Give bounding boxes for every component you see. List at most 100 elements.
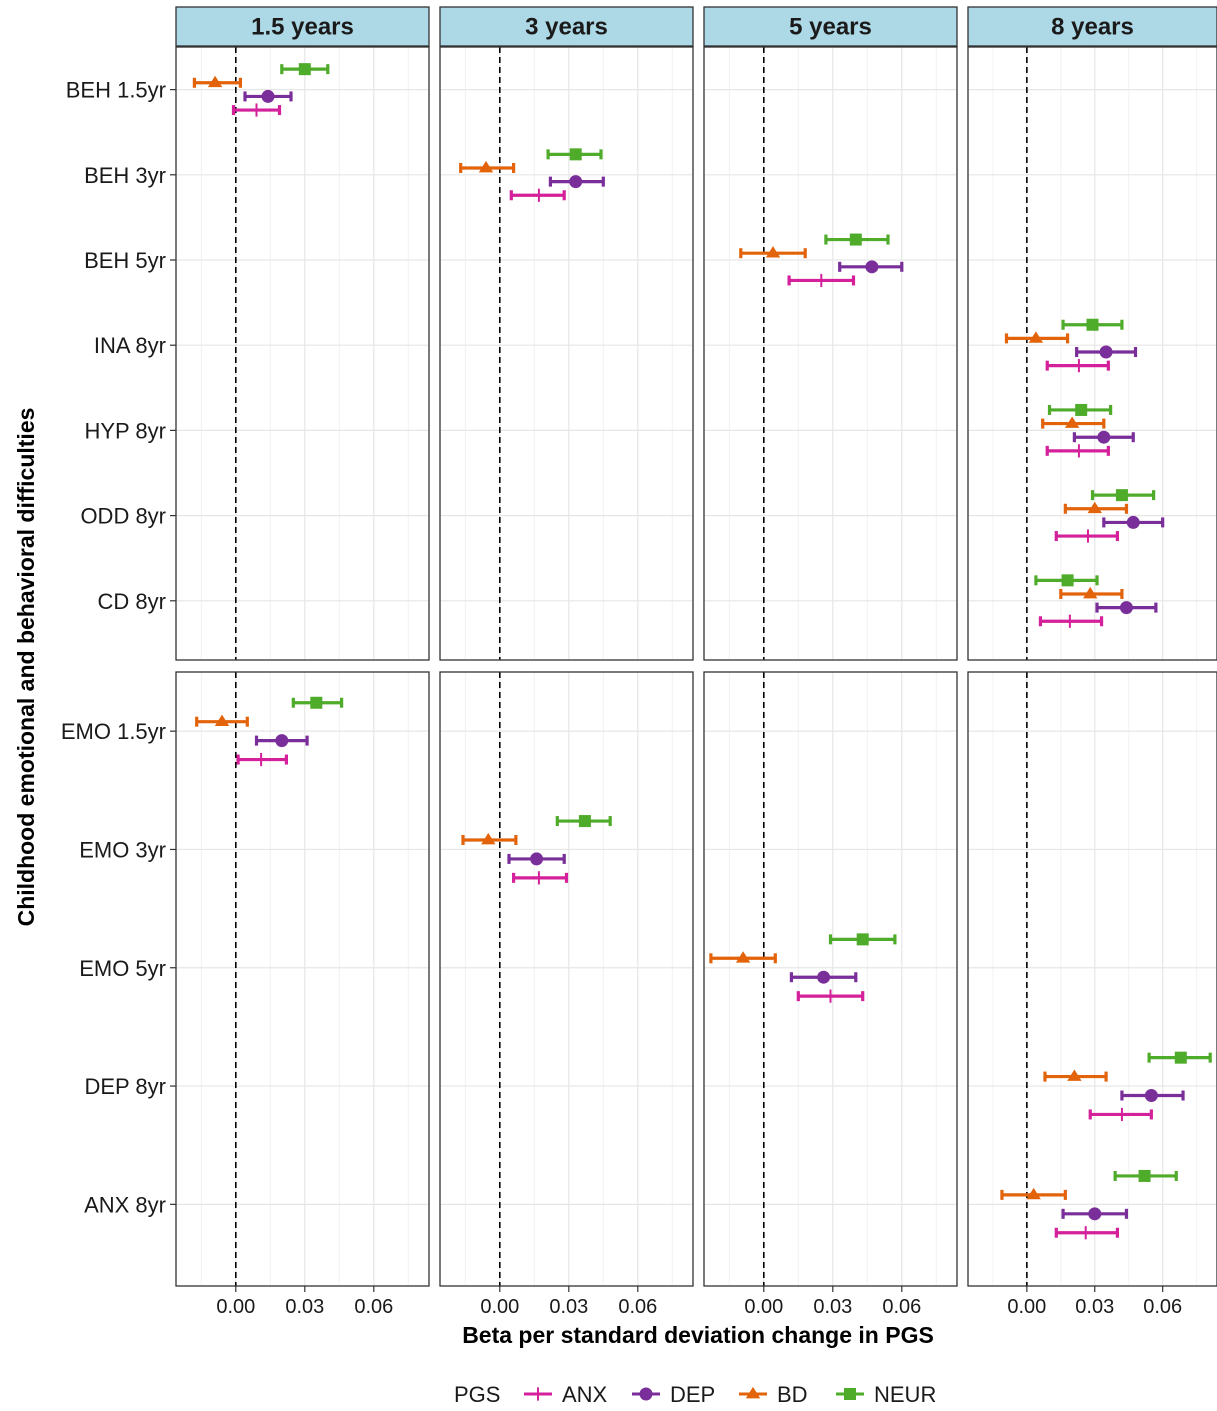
point-marker: [1081, 529, 1095, 543]
legend-entry-neur: NEUR: [836, 1382, 936, 1407]
point-marker: [1075, 403, 1088, 416]
estimate-ina-8yr-anx: [1045, 359, 1110, 373]
x-axis-title: Beta per standard deviation change in PG…: [462, 1322, 934, 1348]
x-tick-1-5-years-2: 0.06: [354, 1296, 393, 1318]
estimate-emo-3yr-bd: [461, 832, 518, 845]
y-tick-beh-3yr: BEH 3yr: [84, 163, 166, 188]
y-tick-ina-8yr: INA 8yr: [94, 333, 166, 358]
strip-label: 5 years: [789, 14, 872, 41]
estimate-anx-8yr-dep: [1061, 1207, 1129, 1221]
point-marker: [1174, 1051, 1187, 1064]
point-marker: [817, 970, 831, 984]
point-marker: [569, 148, 582, 161]
panel-1-5-years: [703, 46, 958, 661]
estimate-beh-5yr-neur: [824, 233, 890, 246]
estimate-beh-1-5yr-neur: [280, 63, 330, 76]
point-marker: [1064, 416, 1080, 428]
estimate-cd-8yr-dep: [1095, 601, 1158, 615]
estimate-emo-3yr-neur: [555, 815, 612, 828]
point-marker: [765, 246, 781, 258]
estimate-emo-5yr-dep: [789, 970, 858, 984]
strip-3-years: 3 years: [439, 6, 694, 47]
legend-label: DEP: [670, 1382, 715, 1407]
point-marker: [1079, 1226, 1093, 1240]
y-tick-cd-8yr: CD 8yr: [98, 589, 166, 614]
point-marker: [1063, 614, 1077, 628]
point-marker: [1088, 1207, 1102, 1221]
estimate-beh-3yr-anx: [509, 188, 566, 202]
point-marker: [856, 933, 869, 946]
estimate-odd-8yr-dep: [1102, 515, 1165, 529]
point-marker: [1126, 515, 1140, 529]
y-tick-emo-3yr: EMO 3yr: [79, 837, 166, 862]
point-marker: [578, 815, 591, 828]
estimate-anx-8yr-bd: [1000, 1187, 1067, 1200]
legend-entry-anx: ANX: [524, 1382, 608, 1407]
point-marker: [532, 188, 546, 202]
legend-marker: [844, 1388, 856, 1400]
estimate-beh-1-5yr-bd: [192, 75, 242, 88]
estimate-hyp-8yr-dep: [1072, 430, 1135, 444]
panel-background: [440, 672, 693, 1286]
point-marker: [1086, 318, 1099, 331]
x-tick-8-years-1: 0.03: [1075, 1296, 1114, 1318]
point-marker: [1026, 1187, 1041, 1200]
legend-label: BD: [777, 1382, 808, 1407]
y-tick-beh-5yr: BEH 5yr: [84, 248, 166, 273]
legend-entry-dep: DEP: [632, 1382, 715, 1407]
estimate-anx-8yr-neur: [1113, 1169, 1178, 1182]
strip-label: 3 years: [525, 14, 608, 41]
point-marker: [1061, 574, 1074, 587]
estimate-beh-5yr-anx: [787, 273, 856, 288]
estimate-emo-1-5yr-bd: [195, 714, 249, 727]
facet-panels: 1.5 years 3 years 5 years 8 years: [175, 6, 1217, 1287]
legend-label: NEUR: [874, 1382, 936, 1407]
panel-2-8-years: [967, 671, 1217, 1287]
panel-border: [703, 46, 958, 661]
point-marker: [1119, 601, 1133, 615]
panel-border: [439, 46, 694, 661]
point-marker: [478, 160, 494, 173]
panel-background: [968, 672, 1217, 1286]
strip-1-5-years: 1.5 years: [175, 6, 430, 47]
point-marker: [1138, 1169, 1151, 1182]
estimate-beh-5yr-dep: [838, 260, 904, 274]
estimate-odd-8yr-neur: [1090, 489, 1156, 502]
point-marker: [298, 63, 311, 76]
panel-background: [176, 47, 429, 660]
point-marker: [254, 752, 268, 767]
x-tick-1-5-years-1: 0.03: [285, 1296, 324, 1318]
estimate-emo-1-5yr-dep: [254, 734, 309, 748]
strip-label: 1.5 years: [251, 14, 354, 41]
point-marker: [814, 273, 828, 288]
panel-border: [703, 671, 958, 1287]
estimate-odd-8yr-bd: [1063, 501, 1129, 514]
point-marker: [1067, 1069, 1082, 1081]
estimate-emo-3yr-dep: [507, 852, 566, 866]
panel-1-8-years: [967, 46, 1217, 661]
point-marker: [865, 260, 879, 274]
y-tick-anx-8yr: ANX 8yr: [84, 1192, 166, 1217]
estimate-emo-5yr-anx: [796, 989, 865, 1003]
panel-border: [439, 671, 694, 1287]
point-marker: [1087, 501, 1102, 514]
estimate-emo-5yr-neur: [828, 933, 897, 946]
estimate-dep-8yr-anx: [1088, 1107, 1153, 1122]
point-marker: [1115, 1107, 1129, 1122]
estimate-beh-3yr-dep: [548, 175, 605, 189]
y-tick-emo-5yr: EMO 5yr: [79, 956, 166, 981]
x-tick-5-years-1: 0.03: [813, 1296, 852, 1318]
point-marker: [214, 714, 230, 727]
estimate-emo-1-5yr-anx: [236, 752, 288, 767]
panel-background: [704, 47, 957, 660]
x-tick-5-years-2: 0.06: [882, 1296, 921, 1318]
estimate-dep-8yr-bd: [1043, 1069, 1108, 1082]
point-marker: [481, 832, 496, 845]
estimate-beh-1-5yr-anx: [231, 103, 282, 117]
estimate-hyp-8yr-bd: [1041, 416, 1106, 429]
legend-title: PGS: [454, 1382, 500, 1407]
y-tick-emo-1-5yr: EMO 1.5yr: [61, 719, 166, 744]
point-marker: [1083, 586, 1098, 599]
point-marker: [275, 734, 289, 748]
point-marker: [532, 871, 546, 885]
